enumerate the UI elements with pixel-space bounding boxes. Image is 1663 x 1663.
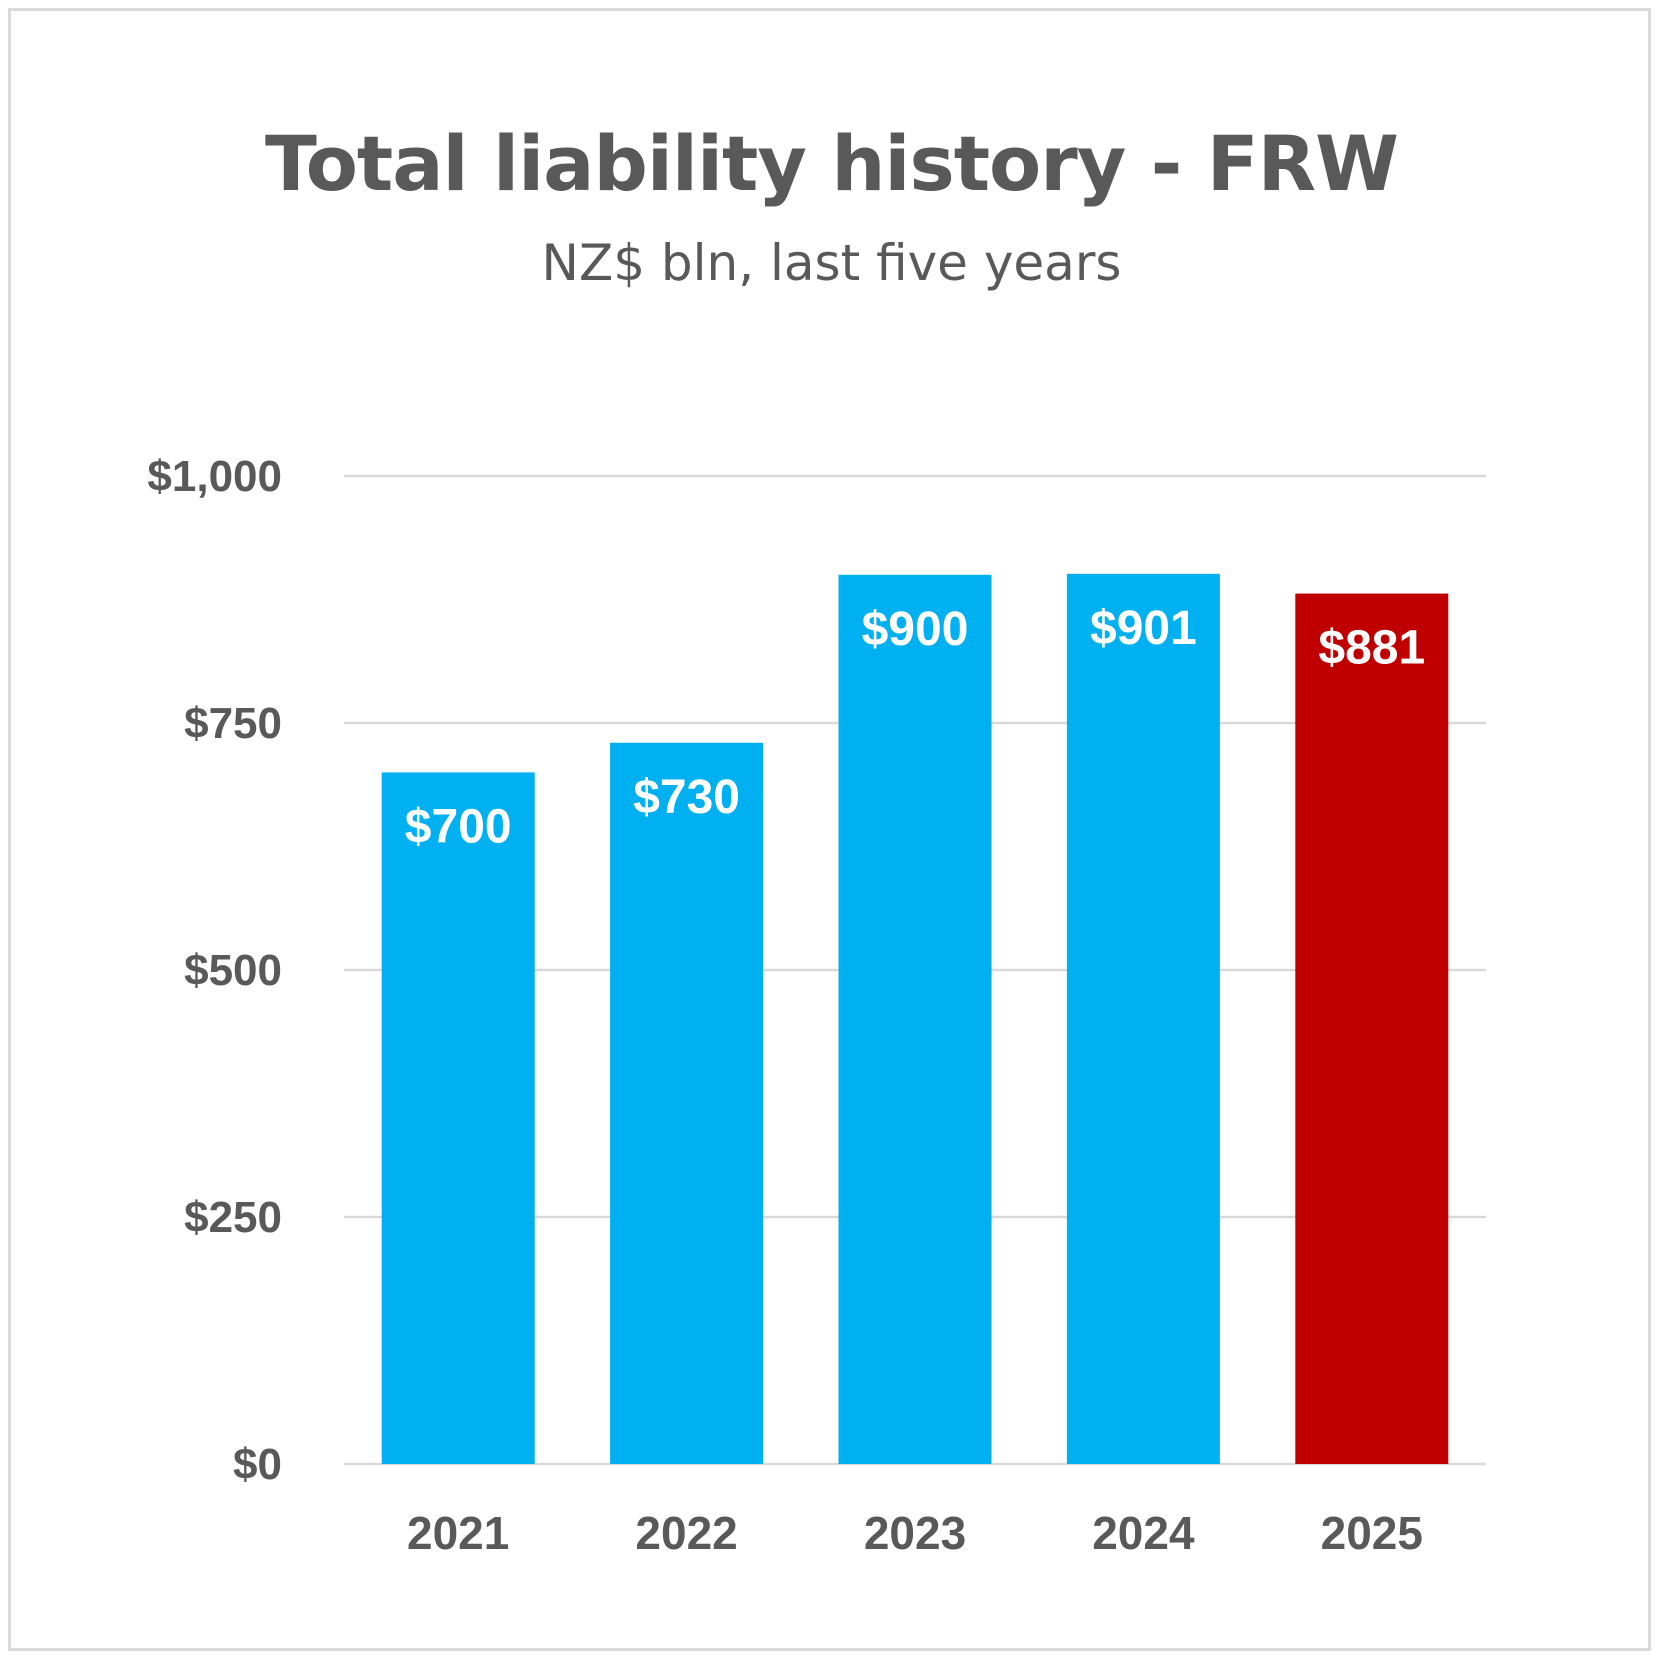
data-label-2021: $700: [405, 800, 512, 853]
y-tick-label: $0: [233, 1440, 282, 1489]
x-axis-category-labels: 2021 2022 2023 2024 2025: [407, 1507, 1423, 1559]
data-label-2024: $901: [1090, 602, 1197, 655]
bar-2024: [1066, 573, 1220, 1464]
y-tick-label: $250: [184, 1193, 282, 1242]
y-tick-label: $750: [184, 699, 282, 748]
data-label-2022: $730: [633, 771, 740, 824]
chart-title: Total liability history - FRW: [264, 119, 1399, 208]
data-label-2023: $900: [862, 603, 969, 656]
y-tick-label: $500: [184, 946, 282, 995]
x-category-label: 2023: [864, 1507, 966, 1559]
y-tick-label: $1,000: [147, 452, 282, 501]
x-category-label: 2022: [635, 1507, 737, 1559]
x-category-label: 2021: [407, 1507, 509, 1559]
chart-subtitle: NZ$ bln, last five years: [541, 234, 1122, 292]
x-category-label: 2024: [1092, 1507, 1195, 1559]
bars: [381, 573, 1449, 1464]
x-category-label: 2025: [1321, 1507, 1423, 1559]
data-labels: $700 $730 $900 $901 $881: [405, 602, 1425, 854]
bar-2022: [610, 742, 764, 1464]
bar-2021: [381, 772, 535, 1464]
data-label-2025: $881: [1318, 622, 1425, 675]
bar-2025: [1295, 593, 1449, 1464]
y-axis-tick-labels: $0 $250 $500 $750 $1,000: [147, 452, 282, 1489]
bar-2023: [838, 574, 992, 1464]
